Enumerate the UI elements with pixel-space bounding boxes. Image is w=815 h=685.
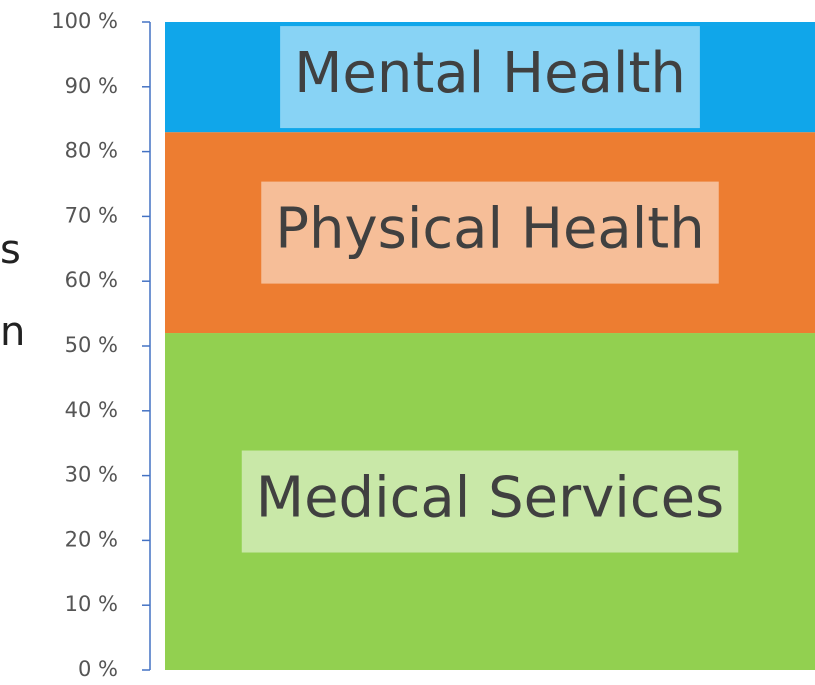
segment-label: Mental Health — [294, 41, 686, 106]
segment-label-box — [241, 450, 739, 553]
y-axis-label-fragment: s — [0, 227, 21, 273]
segment-label: Physical Health — [275, 197, 705, 262]
y-tick-label: 70 % — [65, 203, 118, 227]
y-tick-label: 40 % — [65, 398, 118, 422]
y-tick-label: 60 % — [65, 268, 118, 292]
y-tick-label: 100 % — [51, 9, 118, 33]
y-tick-label: 30 % — [65, 463, 118, 487]
y-tick-label: 0 % — [78, 657, 118, 681]
y-tick-label: 80 % — [65, 139, 118, 163]
y-tick-label: 10 % — [65, 592, 118, 616]
y-tick-label: 20 % — [65, 527, 118, 551]
segment-label: Medical Services — [256, 466, 724, 531]
segment-label-box — [261, 181, 719, 284]
y-axis-label-fragment: n — [0, 309, 25, 355]
segment-label-box — [280, 26, 700, 129]
y-tick-label: 50 % — [65, 333, 118, 357]
y-tick-label: 90 % — [65, 74, 118, 98]
